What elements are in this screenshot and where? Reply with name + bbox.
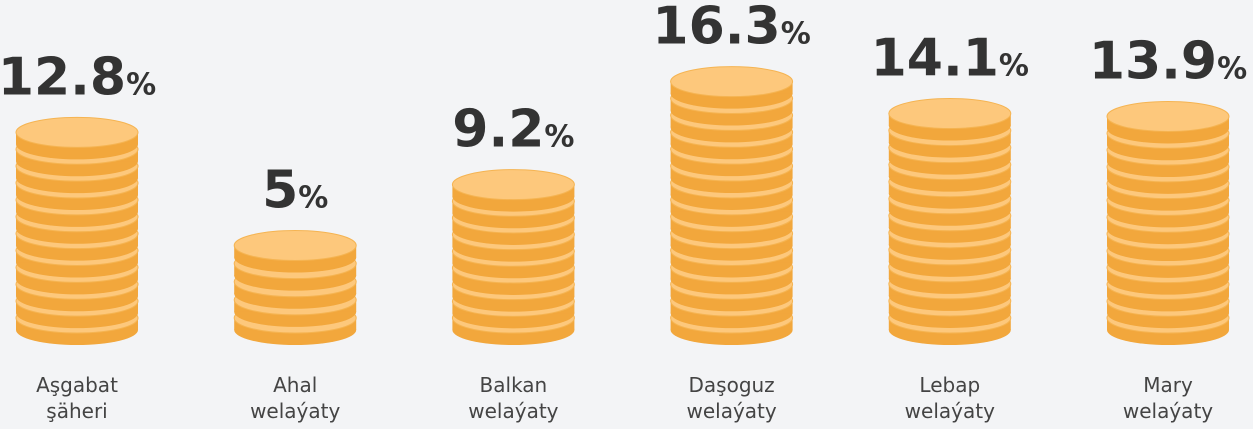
coin-face	[888, 98, 1012, 130]
coin-stack	[233, 230, 357, 345]
value-label: 16.3%	[652, 0, 810, 57]
coin-face	[15, 116, 139, 148]
category-label: Daşoguz welaýaty	[686, 373, 777, 423]
category-label: Ahal welaýaty	[250, 373, 341, 423]
coin-face	[451, 169, 575, 201]
category-label: Aşgabat şäheri	[36, 373, 118, 423]
coin-face	[1106, 100, 1230, 132]
category-label: Mary welaýaty	[1122, 373, 1214, 423]
coin-face	[233, 230, 357, 261]
value-label: 9.2%	[452, 100, 574, 160]
coin-stack	[1106, 100, 1230, 345]
coin-face	[670, 66, 794, 98]
coin-stack	[670, 66, 794, 345]
category-label: Balkan welaýaty	[468, 373, 559, 423]
coin-stack	[451, 169, 575, 345]
coin-stack	[15, 116, 139, 345]
value-label: 14.1%	[871, 29, 1029, 89]
value-label: 13.9%	[1089, 31, 1247, 91]
value-label: 5%	[262, 161, 328, 221]
value-label: 12.8%	[0, 47, 156, 107]
category-label: Lebap welaýaty	[904, 373, 995, 423]
coin-stack	[888, 98, 1012, 345]
